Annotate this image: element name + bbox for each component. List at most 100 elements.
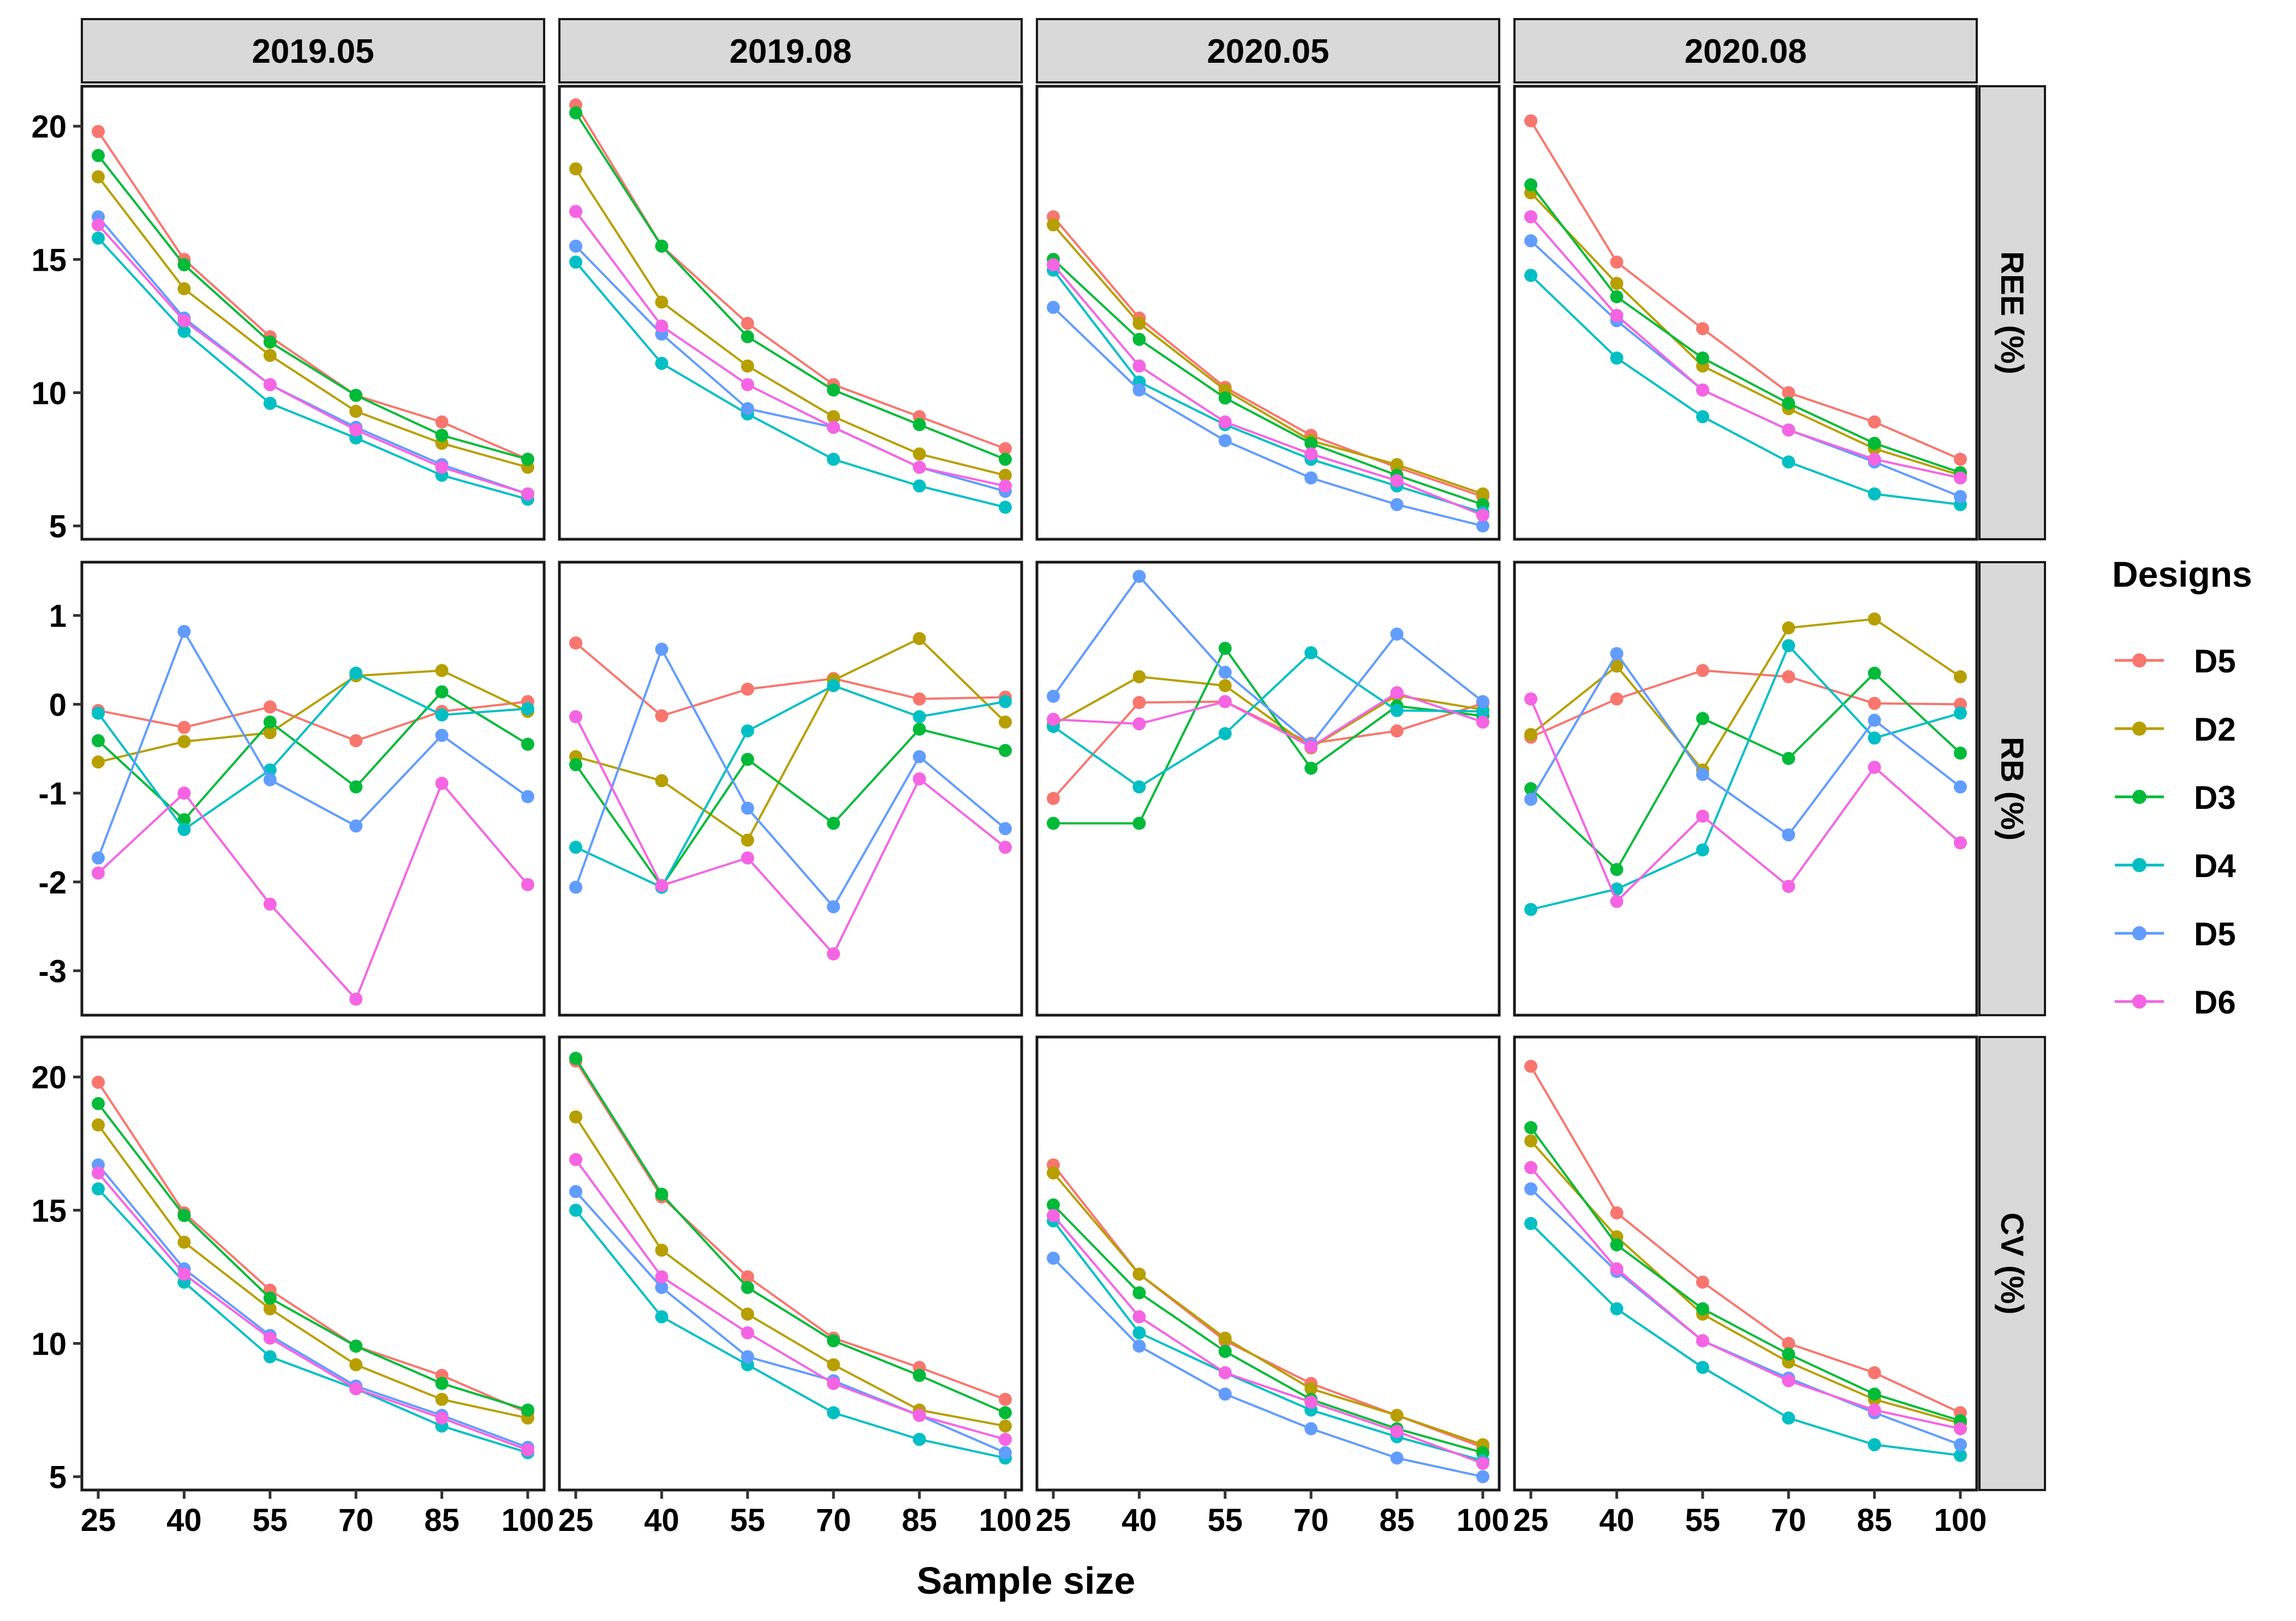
data-point-d4-4 <box>1132 780 1146 794</box>
data-point-d3-3 <box>92 1097 105 1111</box>
data-point-d5-1 <box>1610 255 1624 269</box>
facet-label-ree: REE (%) <box>1994 251 2030 374</box>
legend-key-point <box>2132 653 2146 668</box>
data-point-d4-4 <box>1696 410 1709 424</box>
y-tick-label: 20 <box>31 109 67 145</box>
series-line-d5-1 <box>1530 669 1961 738</box>
data-point-d6-6 <box>827 420 840 434</box>
panel-cv-2020-05 <box>1035 1035 1501 1492</box>
data-point-d3-3 <box>1047 1198 1060 1212</box>
data-point-d4-4 <box>1782 1411 1796 1425</box>
data-point-d2-2 <box>569 162 582 176</box>
data-point-d6-6 <box>1782 423 1796 437</box>
data-point-d5-5 <box>1047 301 1060 314</box>
data-point-d5-5 <box>741 1350 754 1363</box>
data-point-d5-1 <box>1782 386 1796 400</box>
data-point-d3-3 <box>569 106 582 120</box>
data-point-d2-2 <box>655 295 669 309</box>
data-point-d5-1 <box>569 636 582 650</box>
data-point-d4-4 <box>655 1310 669 1324</box>
legend-item-d5-1: D5 <box>2115 643 2236 680</box>
data-point-d2-2 <box>1476 487 1489 500</box>
data-point-d6-6 <box>349 1382 363 1396</box>
panel-frame <box>80 85 546 541</box>
data-point-d2-2 <box>999 1419 1012 1433</box>
data-point-d5-1 <box>1524 1059 1537 1073</box>
x-tick-label: 70 <box>1293 1503 1329 1538</box>
panel-frame <box>558 1035 1023 1492</box>
data-point-d2-2 <box>92 755 105 769</box>
series-line-d3-3 <box>97 1102 528 1411</box>
data-point-d3-3 <box>521 1403 534 1417</box>
data-point-d5-1 <box>1610 692 1624 706</box>
data-point-d5-5 <box>1524 1182 1537 1196</box>
x-tick-label: 25 <box>558 1503 594 1538</box>
data-point-d3-3 <box>1954 746 1967 760</box>
data-point-d6-6 <box>569 1153 582 1166</box>
data-point-d6-6 <box>1524 1161 1537 1175</box>
data-point-d2-2 <box>999 468 1012 482</box>
series-line-d3-3 <box>1530 1127 1961 1422</box>
data-point-d5-5 <box>177 624 191 638</box>
x-tick-label: 40 <box>166 1503 202 1538</box>
series-line-d5-5 <box>1530 651 1961 837</box>
legend-item-d6-6: D6 <box>2115 984 2236 1021</box>
x-tick-label: 40 <box>1122 1503 1157 1538</box>
facet-label-rb: RB (%) <box>1994 737 2030 841</box>
data-point-d4-4 <box>263 397 277 410</box>
series-line-d4-4 <box>1530 1223 1961 1457</box>
data-point-d4-4 <box>177 823 191 836</box>
data-point-d4-4 <box>1610 1302 1624 1315</box>
data-point-d5-5 <box>1476 1470 1489 1483</box>
legend-label: D5 <box>2194 643 2236 680</box>
data-point-d6-6 <box>435 461 449 474</box>
series-line-d4-4 <box>97 237 528 500</box>
data-point-d5-1 <box>349 734 363 748</box>
legend: Designs D5 D2 D3 D4 D5 D6 <box>2112 554 2252 1021</box>
series-line-d5-1 <box>98 700 528 742</box>
data-point-d5-5 <box>827 900 840 914</box>
data-point-d2-2 <box>349 404 363 418</box>
data-point-d5-5 <box>1476 519 1489 533</box>
series-line-d2-2 <box>1530 1140 1961 1425</box>
data-point-d5-5 <box>1047 689 1060 703</box>
data-point-d4-4 <box>569 255 582 269</box>
panel-frame <box>1035 85 1501 541</box>
data-point-d2-2 <box>1524 728 1537 741</box>
facet-label-cv: CV (%) <box>1994 1213 2030 1315</box>
data-point-d3-3 <box>1132 332 1146 346</box>
series-line-d3-3 <box>97 154 528 461</box>
facet-label-2019-08: 2019.08 <box>729 33 851 70</box>
x-tick-label: 100 <box>502 1503 554 1538</box>
data-point-d5-5 <box>1696 767 1709 781</box>
series-line-d5-5 <box>97 629 529 859</box>
data-point-d3-3 <box>1610 863 1624 877</box>
data-point-d2-2 <box>1954 670 1967 683</box>
data-point-d3-3 <box>913 418 926 432</box>
series-line-d6-6 <box>1530 1166 1961 1430</box>
data-point-d4-4 <box>92 1182 105 1196</box>
panel-frame <box>558 561 1023 1017</box>
series-line-d5-5 <box>1052 306 1483 527</box>
data-point-d6-6 <box>92 218 105 231</box>
data-point-d3-3 <box>1696 712 1709 725</box>
data-point-d6-6 <box>1218 415 1232 429</box>
data-point-d5-1 <box>1782 1337 1796 1350</box>
data-point-d2-2 <box>1047 1166 1060 1179</box>
series-line-d4-4 <box>97 671 528 831</box>
series-line-d5-1 <box>575 642 1006 717</box>
data-point-d4-4 <box>263 1350 277 1363</box>
data-point-d5-1 <box>1868 415 1881 429</box>
data-point-d6-6 <box>1868 452 1881 466</box>
data-point-d6-6 <box>1610 1262 1624 1276</box>
legend-label: D2 <box>2194 711 2236 748</box>
data-point-d4-4 <box>1304 646 1318 659</box>
x-tick-label: 55 <box>253 1503 288 1538</box>
x-tick-label: 100 <box>979 1503 1032 1538</box>
data-point-d2-2 <box>999 715 1012 729</box>
series-line-d5-5 <box>1530 1188 1961 1446</box>
data-point-d6-6 <box>1954 471 1967 485</box>
series-line-d4-4 <box>575 261 1006 509</box>
data-point-d5-5 <box>741 402 754 415</box>
data-point-d3-3 <box>263 1291 277 1305</box>
